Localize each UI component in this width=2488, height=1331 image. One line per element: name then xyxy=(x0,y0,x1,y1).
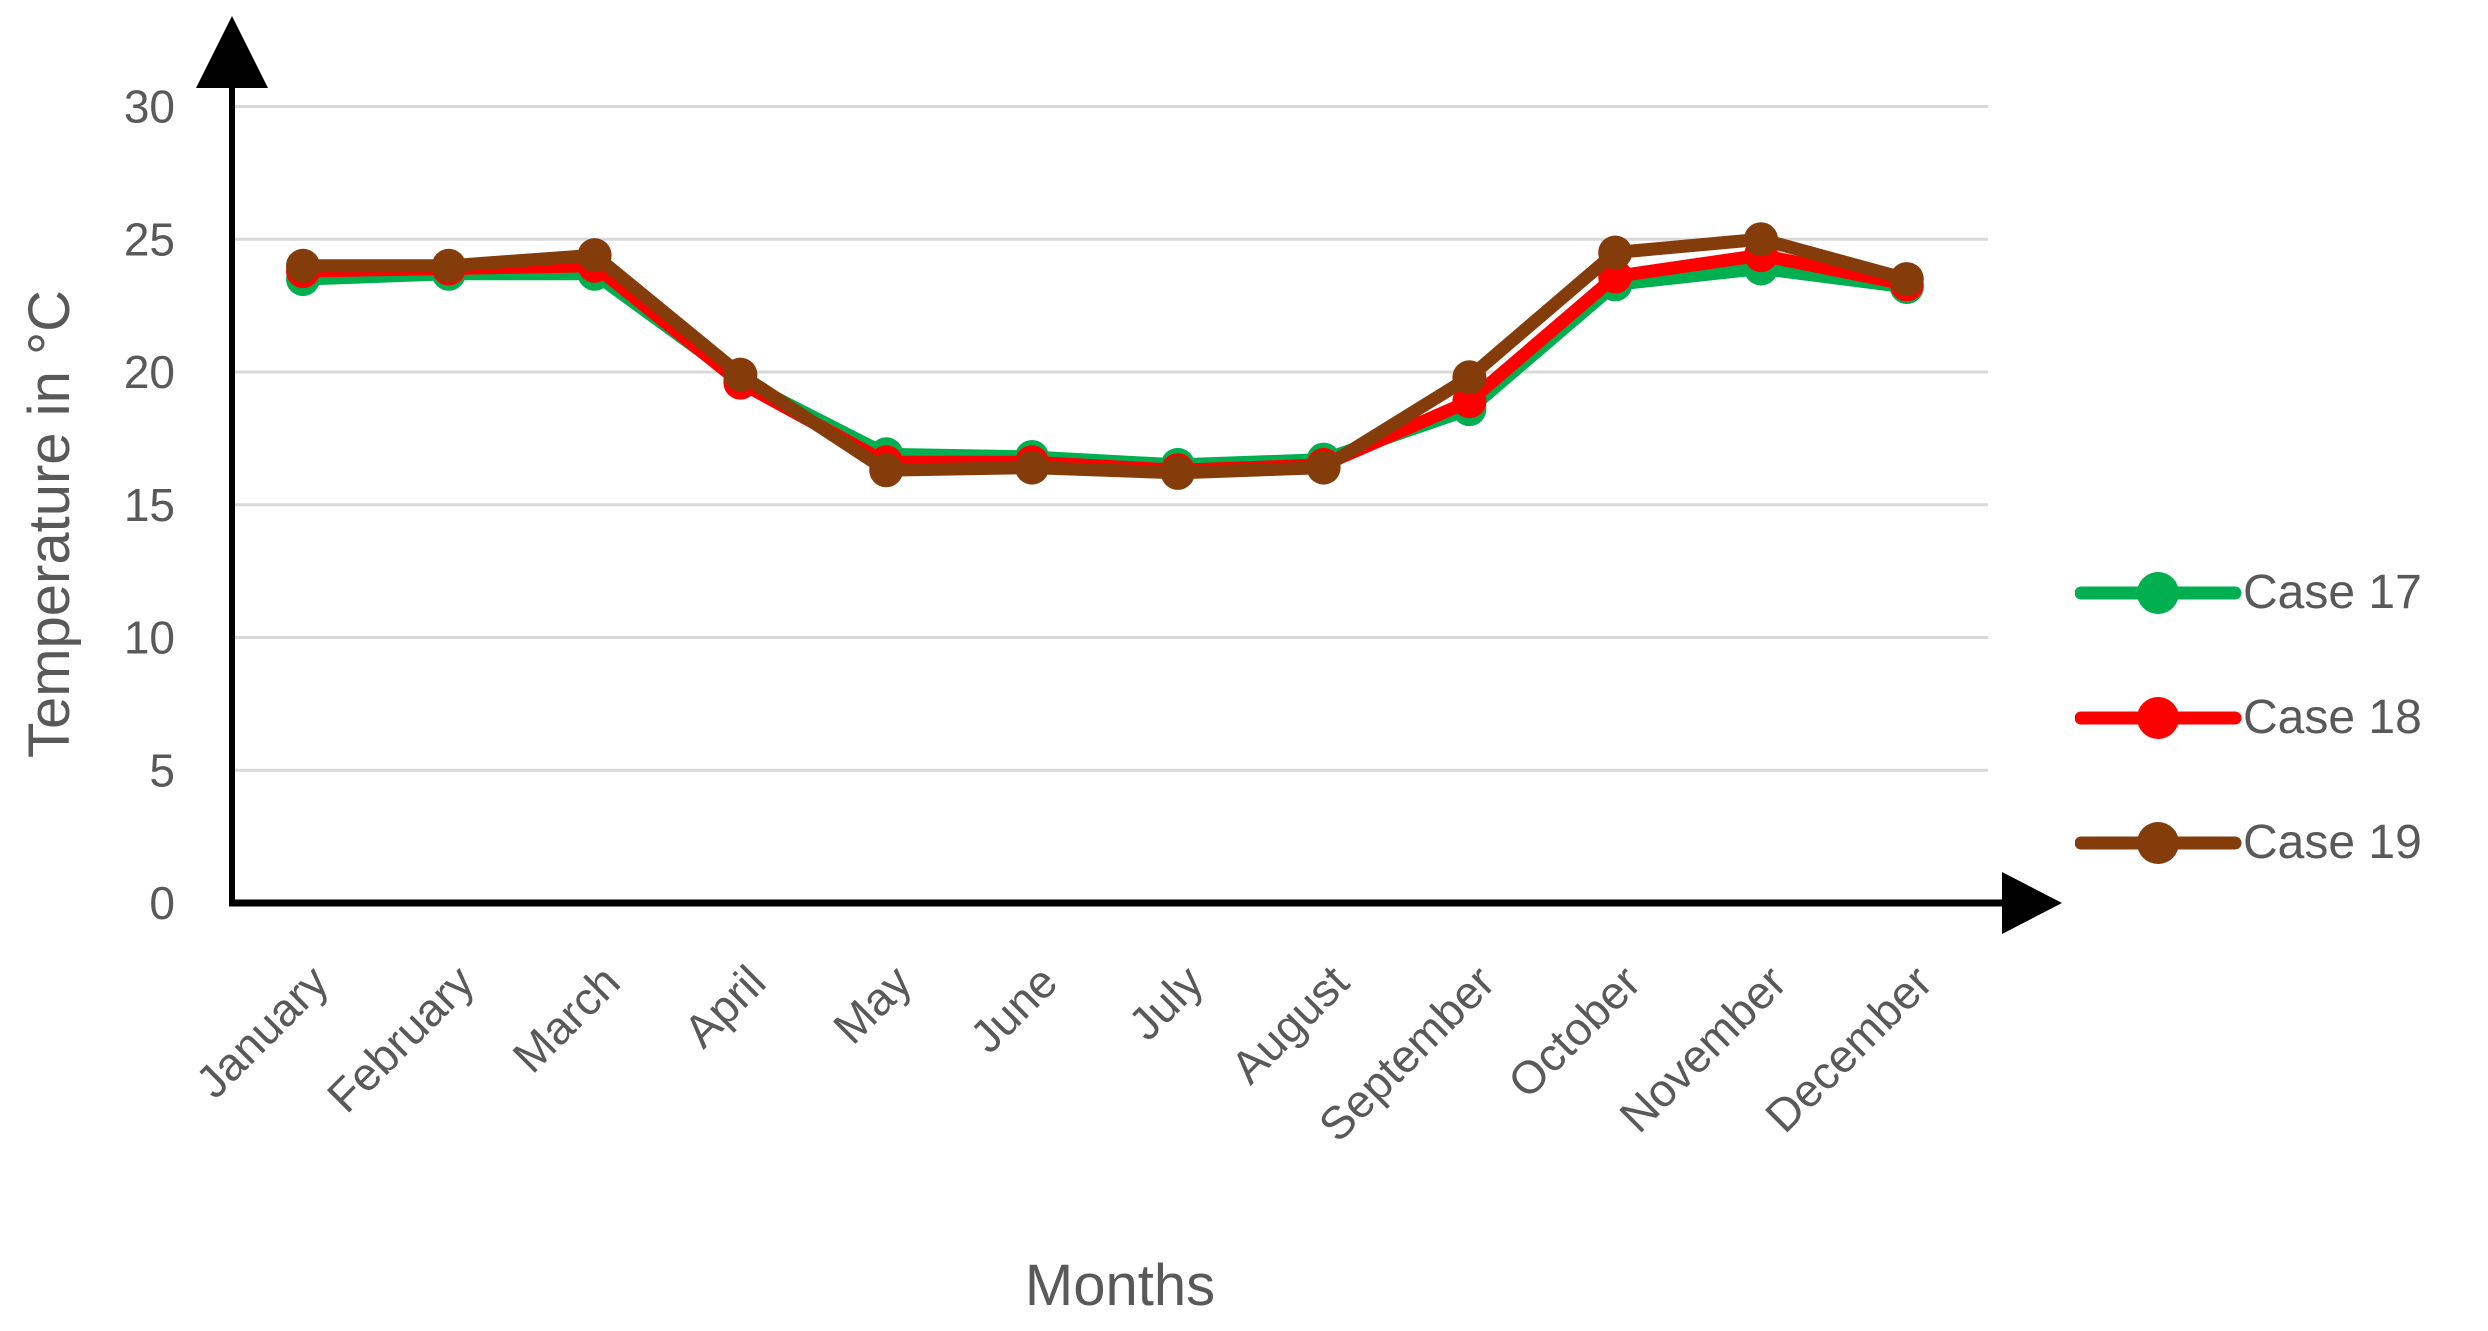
data-point-marker xyxy=(869,453,904,488)
x-category-label: February xyxy=(317,955,484,1122)
x-axis-arrow-icon xyxy=(2002,872,2062,934)
legend-swatch-icon xyxy=(2075,697,2242,739)
series-line-case-19 xyxy=(296,232,1914,480)
x-axis-title: Months xyxy=(1024,1253,1216,1318)
legend-marker xyxy=(2137,697,2179,739)
y-tick-label: 20 xyxy=(124,346,175,398)
series-line-case-18 xyxy=(296,248,1914,477)
y-tick-label: 0 xyxy=(149,877,175,929)
y-tick-label: 25 xyxy=(124,213,175,265)
y-tick-label: 10 xyxy=(124,612,175,664)
x-category-label: July xyxy=(1118,955,1213,1050)
data-point-marker xyxy=(1889,262,1924,297)
legend-item: Case 18 xyxy=(2075,693,2422,743)
y-tick-label: 15 xyxy=(124,479,175,531)
legend-label: Case 19 xyxy=(2243,816,2422,869)
series-line-case-17 xyxy=(296,261,1914,472)
y-axis-arrow-icon xyxy=(196,16,268,88)
data-point-marker xyxy=(1015,450,1049,485)
chart-legend: Case 17 Case 18 Case 19 xyxy=(2075,568,2422,943)
legend-label: Case 17 xyxy=(2243,566,2422,619)
x-category-label: January xyxy=(186,955,338,1107)
legend-swatch-icon xyxy=(2075,822,2242,864)
legend-item: Case 17 xyxy=(2075,568,2422,618)
data-point-marker xyxy=(723,357,758,392)
data-point-marker xyxy=(1160,455,1195,490)
data-point-marker xyxy=(1598,235,1633,270)
x-category-label: August xyxy=(1221,955,1359,1093)
x-category-label: June xyxy=(960,955,1067,1062)
data-point-marker xyxy=(286,248,320,283)
data-point-marker xyxy=(1452,384,1487,419)
x-category-label: April xyxy=(674,955,776,1057)
legend-marker xyxy=(2137,572,2179,614)
y-axis-title: Temperature in °C xyxy=(17,289,82,759)
data-point-marker xyxy=(431,248,466,283)
data-point-marker xyxy=(1306,450,1341,485)
x-category-label: May xyxy=(823,955,921,1053)
legend-marker xyxy=(2137,822,2179,864)
legend-label: Case 18 xyxy=(2243,691,2422,744)
x-category-label: March xyxy=(503,955,630,1082)
y-tick-label: 30 xyxy=(124,81,175,133)
x-category-label: October xyxy=(1498,955,1650,1107)
legend-swatch-icon xyxy=(2075,572,2242,614)
data-point-marker xyxy=(1452,360,1487,395)
data-point-marker xyxy=(1744,222,1778,257)
y-tick-label: 5 xyxy=(149,744,175,796)
legend-item: Case 19 xyxy=(2075,818,2422,868)
data-point-marker xyxy=(577,238,612,273)
